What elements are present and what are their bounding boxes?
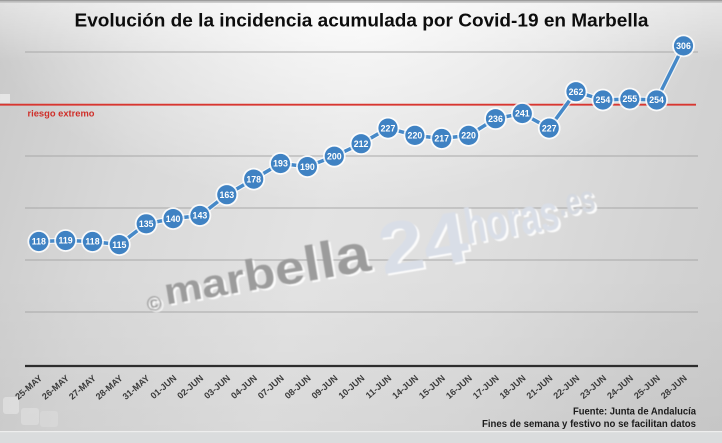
svg-text:115: 115 — [112, 240, 126, 250]
svg-text:118: 118 — [32, 237, 46, 247]
svg-text:24: 24 — [373, 197, 474, 291]
svg-text:227: 227 — [542, 123, 557, 133]
svg-text:Evolución de la incidencia acu: Evolución de la incidencia acumulada por… — [75, 9, 650, 30]
svg-text:28-MAY: 28-MAY — [94, 373, 125, 402]
svg-text:220: 220 — [461, 131, 476, 141]
svg-text:118: 118 — [85, 237, 99, 247]
svg-text:25-MAY: 25-MAY — [13, 373, 44, 402]
svg-text:17-JUN: 17-JUN — [471, 373, 501, 401]
svg-text:horas: horas — [460, 184, 563, 255]
svg-text:262: 262 — [569, 87, 584, 97]
svg-text:08-JUN: 08-JUN — [283, 373, 313, 401]
svg-text:07-JUN: 07-JUN — [256, 373, 286, 401]
svg-text:.es: .es — [555, 178, 598, 226]
svg-text:01-JUN: 01-JUN — [148, 373, 178, 401]
svg-text:24-JUN: 24-JUN — [605, 373, 635, 401]
svg-text:255: 255 — [622, 94, 637, 104]
svg-text:11-JUN: 11-JUN — [364, 373, 394, 401]
svg-text:24: 24 — [375, 198, 476, 292]
svg-text:14-JUN: 14-JUN — [390, 373, 420, 401]
svg-text:193: 193 — [273, 159, 288, 169]
svg-text:03-JUN: 03-JUN — [202, 373, 232, 401]
svg-text:18-JUN: 18-JUN — [498, 373, 528, 401]
svg-text:306: 306 — [676, 41, 691, 51]
svg-text:marbella: marbella — [158, 223, 375, 317]
svg-text:15-JUN: 15-JUN — [417, 373, 447, 401]
svg-text:26-MAY: 26-MAY — [40, 373, 71, 402]
svg-text:02-JUN: 02-JUN — [175, 373, 205, 401]
svg-text:riesgo extremo: riesgo extremo — [28, 108, 95, 119]
svg-text:28-JUN: 28-JUN — [659, 373, 689, 401]
svg-text:254: 254 — [596, 95, 611, 105]
svg-text:178: 178 — [246, 174, 261, 184]
svg-text:16-JUN: 16-JUN — [444, 373, 474, 401]
svg-text:22-JUN: 22-JUN — [551, 373, 581, 401]
svg-text:140: 140 — [166, 214, 181, 224]
svg-text:220: 220 — [408, 131, 423, 141]
svg-text:21-JUN: 21-JUN — [525, 373, 555, 401]
svg-text:23-JUN: 23-JUN — [578, 373, 608, 401]
svg-text:31-MAY: 31-MAY — [121, 373, 152, 402]
svg-text:10-JUN: 10-JUN — [336, 373, 366, 401]
svg-text:27-MAY: 27-MAY — [67, 373, 98, 402]
svg-text:Fuente: Junta de Andalucía: Fuente: Junta de Andalucía — [573, 407, 696, 418]
svg-text:217: 217 — [434, 134, 449, 144]
svg-text:04-JUN: 04-JUN — [229, 373, 259, 401]
svg-text:.es: .es — [557, 180, 600, 228]
svg-text:119: 119 — [58, 236, 72, 246]
svg-text:135: 135 — [139, 219, 154, 229]
svg-text:254: 254 — [649, 95, 664, 105]
svg-text:marbella: marbella — [161, 224, 378, 318]
svg-text:227: 227 — [381, 123, 396, 133]
svg-text:163: 163 — [219, 190, 234, 200]
svg-text:©: © — [148, 294, 166, 318]
svg-text:Fines de semana y festivo no s: Fines de semana y festivo no se facilita… — [482, 419, 696, 430]
svg-text:241: 241 — [515, 109, 530, 119]
svg-text:©: © — [145, 293, 163, 317]
svg-text:190: 190 — [300, 162, 315, 172]
svg-text:200: 200 — [327, 151, 342, 161]
svg-text:212: 212 — [354, 139, 369, 149]
svg-text:236: 236 — [488, 114, 503, 124]
svg-text:143: 143 — [193, 211, 208, 221]
svg-text:25-JUN: 25-JUN — [632, 373, 662, 401]
svg-text:09-JUN: 09-JUN — [310, 373, 340, 401]
